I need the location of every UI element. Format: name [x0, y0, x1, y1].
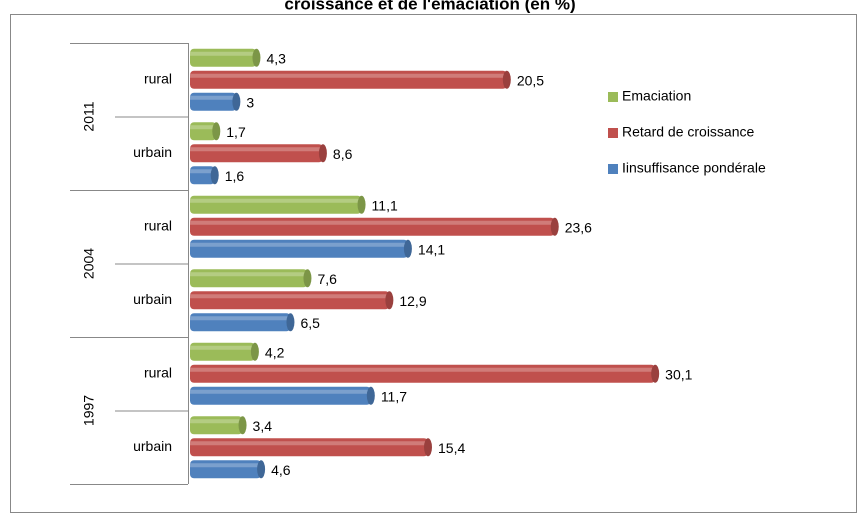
value-label: 3,4: [253, 418, 273, 434]
bar: [190, 239, 412, 258]
category-label: urbain: [133, 438, 172, 454]
legend-label: Retard de croissance: [622, 124, 755, 140]
bar: [190, 144, 327, 163]
bar: [190, 386, 375, 405]
legend-swatch: [608, 164, 618, 174]
bar: [190, 313, 295, 332]
value-label: 4,6: [271, 462, 291, 478]
group-label: 2004: [81, 248, 97, 279]
value-label: 1,7: [226, 124, 246, 140]
legend-label: Iinsuffisance pondérale: [622, 160, 766, 176]
value-label: 23,6: [565, 219, 592, 235]
value-label: 30,1: [665, 366, 692, 382]
bar: [190, 195, 366, 214]
group-label: 2011: [81, 101, 97, 131]
value-label: 11,7: [381, 388, 407, 404]
value-label: 3: [246, 94, 254, 110]
bar: [190, 460, 266, 479]
value-label: 11,1: [372, 197, 398, 213]
bar: [190, 416, 247, 435]
bar: [190, 122, 221, 141]
bar: [190, 48, 261, 67]
value-label: 7,6: [317, 271, 337, 287]
category-label: rural: [144, 217, 172, 233]
legend-swatch: [608, 92, 618, 102]
value-label: 8,6: [333, 146, 353, 162]
bar: [190, 70, 511, 89]
value-label: 4,2: [265, 344, 285, 360]
value-label: 14,1: [418, 241, 445, 257]
value-label: 20,5: [517, 72, 544, 88]
bar: [190, 269, 312, 288]
legend-label: Emaciation: [622, 88, 691, 104]
category-label: urbain: [133, 291, 172, 307]
category-label: rural: [144, 364, 172, 380]
value-label: 6,5: [300, 315, 320, 331]
bar: [190, 291, 394, 310]
chart-title: croissance et de l'émaciation (en %): [284, 0, 575, 13]
legend-swatch: [608, 128, 618, 138]
bar: [190, 364, 660, 383]
bar: [190, 438, 432, 457]
bar: [190, 217, 559, 236]
value-label: 1,6: [225, 168, 245, 184]
bar: [190, 166, 219, 185]
value-label: 4,3: [266, 50, 286, 66]
value-label: 15,4: [438, 440, 465, 456]
category-label: rural: [144, 70, 172, 86]
group-label: 1997: [81, 395, 97, 426]
bar: [190, 342, 259, 361]
bar: [190, 92, 241, 111]
category-label: urbain: [133, 144, 172, 160]
value-label: 12,9: [399, 293, 426, 309]
